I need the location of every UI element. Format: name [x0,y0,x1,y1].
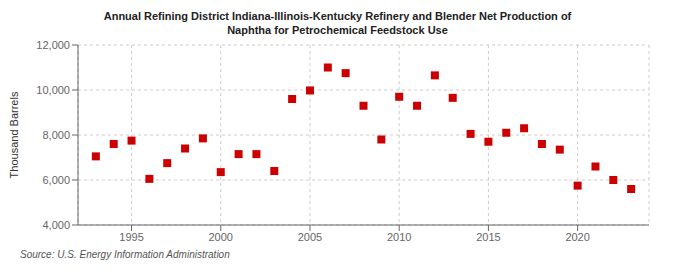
svg-text:2020: 2020 [565,231,589,243]
html-text:Source: U.S. Energy Informatio: Source: U.S. Energy Information Administ… [20,249,230,260]
svg-text:10,000: 10,000 [36,84,70,96]
html-text:Annual Refining District India: Annual Refining District Indiana-Illinoi… [103,10,572,22]
svg-text:2010: 2010 [387,231,411,243]
svg-text:6,000: 6,000 [42,174,70,186]
svg-text:1995: 1995 [119,231,143,243]
svg-text:2005: 2005 [298,231,322,243]
html-text:Naphtha for Petrochemical Feed: Naphtha for Petrochemical Feedstock Use [227,24,448,36]
svg-text:2000: 2000 [209,231,233,243]
svg-text:4,000: 4,000 [42,219,70,231]
svg-text:Thousand Barrels: Thousand Barrels [8,91,20,178]
svg-text:2015: 2015 [476,231,500,243]
svg-text:12,000: 12,000 [36,39,70,51]
svg-text:8,000: 8,000 [42,129,70,141]
